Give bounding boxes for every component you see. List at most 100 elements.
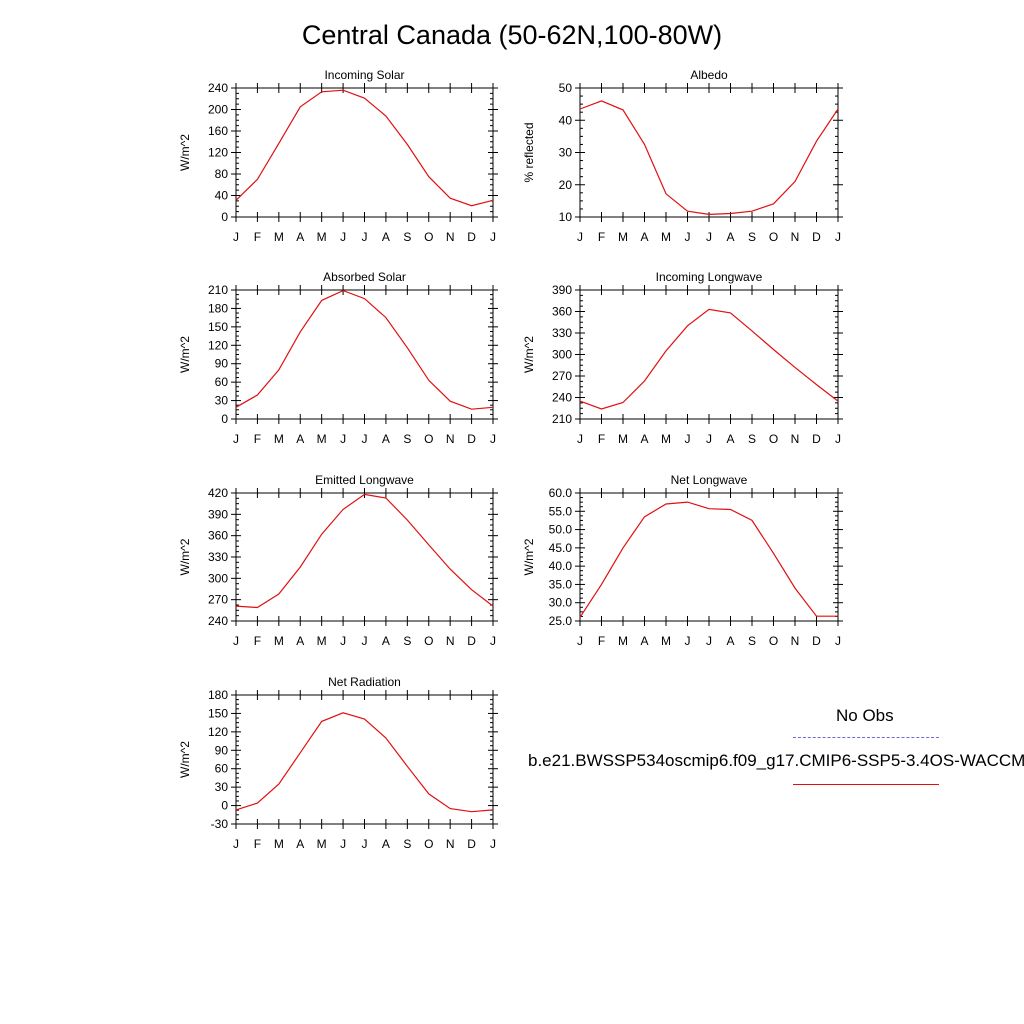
absorbed-solar-ylabel: W/m^2 bbox=[178, 336, 192, 373]
incoming-solar-plot-frame bbox=[235, 87, 494, 218]
emitted-longwave-xtick-label: J bbox=[340, 634, 346, 648]
incoming-solar-series-line bbox=[235, 89, 494, 207]
emitted-longwave-ylabel: W/m^2 bbox=[178, 538, 192, 575]
net-longwave-xtick-label: J bbox=[835, 634, 841, 648]
net-radiation-xtick-label: J bbox=[490, 837, 496, 851]
net-radiation-ytick-label: 60 bbox=[215, 762, 229, 776]
net-longwave-xtick-label: S bbox=[748, 634, 756, 648]
absorbed-solar-xtick-label: J bbox=[490, 432, 496, 446]
emitted-longwave-xtick-label: F bbox=[254, 634, 261, 648]
incoming-solar-xtick-label: F bbox=[254, 230, 261, 244]
absorbed-solar-ytick-label: 0 bbox=[221, 412, 228, 426]
incoming-solar-xtick-label: A bbox=[296, 230, 304, 244]
net-radiation-ytick-label: 0 bbox=[221, 799, 228, 813]
net-longwave-ytick-label: 40.0 bbox=[549, 559, 573, 573]
absorbed-solar-xtick-label: D bbox=[467, 432, 476, 446]
incoming-longwave-series-line bbox=[579, 308, 839, 410]
absorbed-solar-xtick-label: F bbox=[254, 432, 261, 446]
absorbed-solar-ytick-label: 120 bbox=[208, 338, 228, 352]
net-radiation-ytick-label: 120 bbox=[208, 725, 228, 739]
incoming-longwave-ytick-label: 240 bbox=[552, 391, 572, 405]
absorbed-solar-ytick-label: 90 bbox=[215, 357, 229, 371]
albedo-ylabel: % reflected bbox=[522, 122, 536, 182]
emitted-longwave-ytick-label: 270 bbox=[208, 593, 228, 607]
emitted-longwave-xtick-label: N bbox=[446, 634, 455, 648]
incoming-solar-xtick-label: M bbox=[317, 230, 327, 244]
incoming-longwave-ytick-label: 210 bbox=[552, 412, 572, 426]
albedo-xtick-label: D bbox=[812, 230, 821, 244]
incoming-longwave-xtick-label: F bbox=[598, 432, 605, 446]
emitted-longwave-ytick-label: 390 bbox=[208, 507, 228, 521]
incoming-solar-xtick-label: S bbox=[403, 230, 411, 244]
incoming-longwave-xtick-label: J bbox=[835, 432, 841, 446]
incoming-longwave-ytick-label: 270 bbox=[552, 369, 572, 383]
albedo-xtick-label: J bbox=[685, 230, 691, 244]
net-radiation-xtick-label: M bbox=[317, 837, 327, 851]
net-longwave-xtick-label: A bbox=[726, 634, 734, 648]
incoming-solar-xtick-label: O bbox=[424, 230, 433, 244]
net-radiation-ylabel: W/m^2 bbox=[178, 741, 192, 778]
incoming-longwave-xtick-label: O bbox=[769, 432, 778, 446]
albedo-ytick-label: 50 bbox=[559, 81, 573, 95]
net-radiation-series-line bbox=[235, 712, 494, 813]
incoming-longwave-ytick-label: 300 bbox=[552, 348, 572, 362]
incoming-longwave-xtick-label: J bbox=[685, 432, 691, 446]
incoming-solar-xtick-label: N bbox=[446, 230, 455, 244]
net-longwave-xtick-label: A bbox=[640, 634, 648, 648]
net-longwave-ytick-label: 25.0 bbox=[549, 614, 573, 628]
incoming-solar-ytick-label: 160 bbox=[208, 124, 228, 138]
absorbed-solar-xtick-label: M bbox=[274, 432, 284, 446]
albedo-xtick-label: M bbox=[661, 230, 671, 244]
net-longwave-xtick-label: J bbox=[706, 634, 712, 648]
net-radiation-ytick-label: 30 bbox=[215, 780, 229, 794]
emitted-longwave-xtick-label: J bbox=[490, 634, 496, 648]
absorbed-solar-ytick-label: 60 bbox=[215, 375, 229, 389]
incoming-solar-xtick-label: J bbox=[233, 230, 239, 244]
net-radiation-ytick-label: 90 bbox=[215, 743, 229, 757]
albedo-xtick-label: M bbox=[618, 230, 628, 244]
net-radiation-xtick-label: A bbox=[382, 837, 390, 851]
albedo-xtick-label: S bbox=[748, 230, 756, 244]
incoming-solar-ytick-label: 240 bbox=[208, 81, 228, 95]
net-longwave-xtick-label: D bbox=[812, 634, 821, 648]
incoming-longwave-xtick-label: S bbox=[748, 432, 756, 446]
net-radiation-ytick-label: 180 bbox=[208, 688, 228, 702]
incoming-longwave-xtick-label: J bbox=[706, 432, 712, 446]
net-radiation-xtick-label: S bbox=[403, 837, 411, 851]
incoming-longwave-xtick-label: N bbox=[791, 432, 800, 446]
net-longwave-ylabel: W/m^2 bbox=[522, 538, 536, 575]
emitted-longwave-xtick-label: A bbox=[382, 634, 390, 648]
incoming-solar-xtick-label: J bbox=[362, 230, 368, 244]
emitted-longwave-chart: Emitted Longwave W/m^2 240 270 300 330 360 390 4… bbox=[178, 473, 498, 648]
emitted-longwave-title: Emitted Longwave bbox=[315, 473, 414, 487]
net-longwave-xtick-label: M bbox=[661, 634, 671, 648]
absorbed-solar-xtick-label: A bbox=[382, 432, 390, 446]
incoming-solar-xtick-label: J bbox=[340, 230, 346, 244]
net-longwave-xtick-label: J bbox=[577, 634, 583, 648]
absorbed-solar-xtick-label: N bbox=[446, 432, 455, 446]
emitted-longwave-xtick-label: D bbox=[467, 634, 476, 648]
absorbed-solar-chart: Absorbed Solar W/m^2 0 30 60 90 120 150 180 210 J F… bbox=[178, 270, 498, 446]
incoming-solar-xtick-label: M bbox=[274, 230, 284, 244]
net-radiation-xtick-label: M bbox=[274, 837, 284, 851]
incoming-longwave-chart: Incoming Longwave W/m^2 210 240 270 300 330 360… bbox=[522, 270, 843, 446]
emitted-longwave-ytick-label: 240 bbox=[208, 614, 228, 628]
net-longwave-ytick-label: 35.0 bbox=[549, 577, 573, 591]
absorbed-solar-xtick-label: M bbox=[317, 432, 327, 446]
net-longwave-title: Net Longwave bbox=[671, 473, 748, 487]
absorbed-solar-ytick-label: 30 bbox=[215, 394, 229, 408]
incoming-longwave-ytick-label: 330 bbox=[552, 326, 572, 340]
albedo-title: Albedo bbox=[690, 68, 728, 82]
net-radiation-xtick-label: J bbox=[233, 837, 239, 851]
albedo-xtick-label: J bbox=[835, 230, 841, 244]
net-longwave-ytick-label: 45.0 bbox=[549, 541, 573, 555]
incoming-solar-ytick-label: 120 bbox=[208, 146, 228, 160]
net-radiation-xtick-label: N bbox=[446, 837, 455, 851]
incoming-solar-ytick-label: 40 bbox=[215, 189, 229, 203]
absorbed-solar-series-line bbox=[235, 289, 494, 410]
incoming-longwave-ytick-label: 360 bbox=[552, 305, 572, 319]
emitted-longwave-ytick-label: 300 bbox=[208, 571, 228, 585]
net-longwave-ytick-label: 60.0 bbox=[549, 486, 573, 500]
albedo-series-line bbox=[579, 100, 839, 216]
net-longwave-chart: Net Longwave W/m^2 25.0 30.0 35.0 40.0 45.0 50.… bbox=[522, 473, 843, 648]
